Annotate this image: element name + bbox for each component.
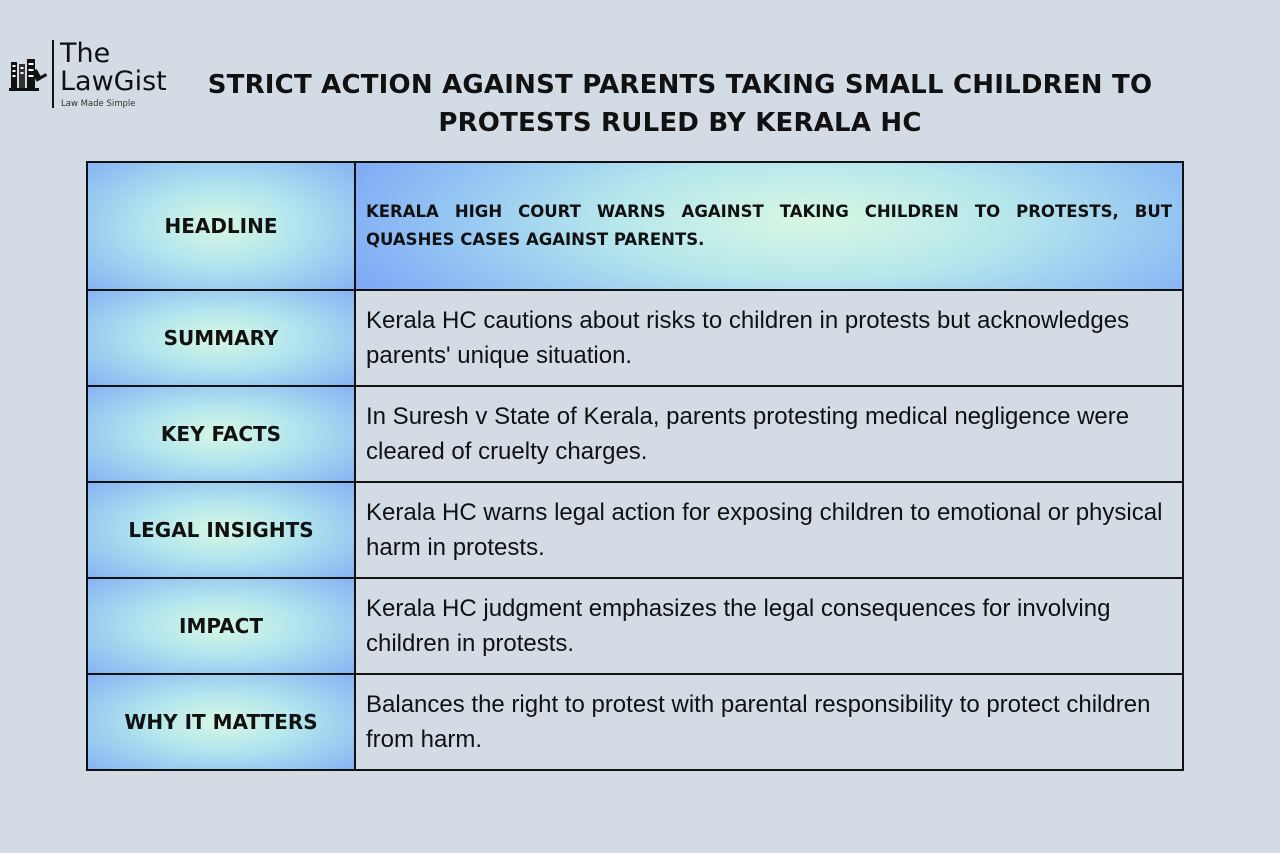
- row-label-headline: HEADLINE: [86, 161, 356, 291]
- row-value-key-facts: In Suresh v State of Kerala, parents pro…: [354, 385, 1184, 483]
- row-value-why-it-matters: Balances the right to protest with paren…: [354, 673, 1184, 771]
- row-value-summary: Kerala HC cautions about risks to childr…: [354, 289, 1184, 387]
- table-row-why-it-matters: WHY IT MATTERS Balances the right to pro…: [86, 673, 1184, 771]
- table-row-legal-insights: LEGAL INSIGHTS Kerala HC warns legal act…: [86, 481, 1184, 579]
- row-value-impact: Kerala HC judgment emphasizes the legal …: [354, 577, 1184, 675]
- logo-text-lawgist: LawGist: [60, 66, 167, 97]
- brand-logo: The LawGist Law Made Simple: [8, 38, 198, 112]
- table-row-impact: IMPACT Kerala HC judgment emphasizes the…: [86, 577, 1184, 675]
- row-label-legal-insights: LEGAL INSIGHTS: [86, 481, 356, 579]
- table-row-key-facts: KEY FACTS In Suresh v State of Kerala, p…: [86, 385, 1184, 483]
- logo-tagline: Law Made Simple: [61, 99, 136, 109]
- logo-text-the: The: [60, 38, 111, 69]
- row-label-summary: SUMMARY: [86, 289, 356, 387]
- table-row-summary: SUMMARY Kerala HC cautions about risks t…: [86, 289, 1184, 387]
- row-value-headline: KERALA HIGH COURT WARNS AGAINST TAKING C…: [354, 161, 1184, 291]
- row-value-legal-insights: Kerala HC warns legal action for exposin…: [354, 481, 1184, 579]
- bookshelf-gavel-icon: [8, 54, 48, 94]
- table-row-headline: HEADLINE KERALA HIGH COURT WARNS AGAINST…: [86, 161, 1184, 291]
- row-label-impact: IMPACT: [86, 577, 356, 675]
- logo-divider: [52, 40, 54, 108]
- info-table: HEADLINE KERALA HIGH COURT WARNS AGAINST…: [86, 161, 1184, 771]
- row-label-why-it-matters: WHY IT MATTERS: [86, 673, 356, 771]
- row-label-key-facts: KEY FACTS: [86, 385, 356, 483]
- page-title: STRICT ACTION AGAINST PARENTS TAKING SMA…: [207, 70, 1153, 138]
